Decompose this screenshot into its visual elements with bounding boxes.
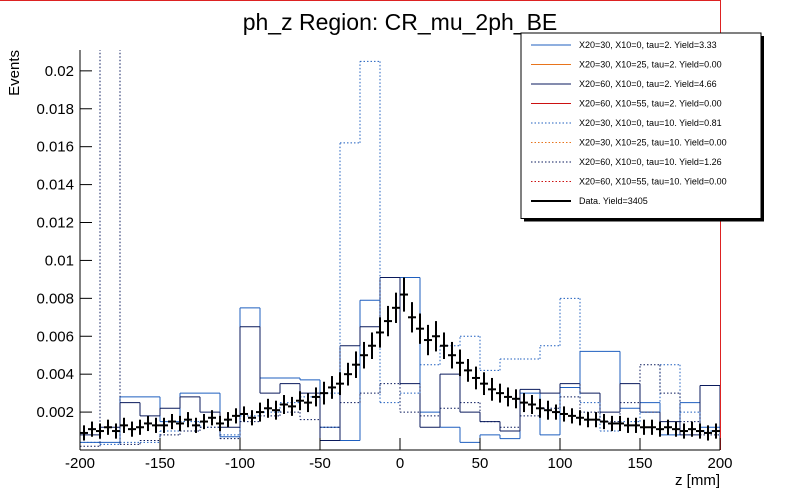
- legend-label: X20=60, X10=0, tau=10. Yield=1.26: [579, 157, 722, 167]
- legend-box: [520, 32, 762, 219]
- y-tick-label: 0.018: [36, 101, 74, 118]
- y-tick-label: 0.02: [45, 63, 74, 80]
- y-tick-label: 0.006: [36, 328, 74, 345]
- x-axis-label: z [mm]: [675, 472, 720, 489]
- x-tick-label: 150: [627, 455, 652, 472]
- y-tick-label: 0.014: [36, 177, 74, 194]
- axes: 0.002 0.004 0.006 0.008 0.01 0.012 0.014 0.016 0…: [36, 50, 733, 472]
- y-tick-label: 0.008: [36, 290, 74, 307]
- x-tick-label: 50: [472, 455, 489, 472]
- x-tick-label: 200: [707, 455, 732, 472]
- y-tick-label: 0.004: [36, 366, 74, 383]
- chart-title: ph_z Region: CR_mu_2ph_BE: [243, 9, 558, 35]
- x-tick-label: -100: [225, 455, 255, 472]
- legend-label: X20=60, X10=0, tau=2. Yield=4.66: [579, 79, 717, 89]
- legend-label: X20=30, X10=25, tau=2. Yield=0.00: [579, 60, 722, 70]
- x-tick-label: -150: [145, 455, 175, 472]
- y-tick-label: 0.012: [36, 215, 74, 232]
- legend-label: Data. Yield=3405: [579, 196, 648, 206]
- plot-area: [80, 50, 720, 450]
- y-tick-label: 0.016: [36, 139, 74, 156]
- legend-label: X20=60, X10=55, tau=2. Yield=0.00: [579, 99, 722, 109]
- x-tick-label: 100: [547, 455, 572, 472]
- legend-label: X20=30, X10=0, tau=2. Yield=3.33: [579, 40, 717, 50]
- y-axis-label: Events: [6, 50, 23, 96]
- legend-label: X20=30, X10=25, tau=10. Yield=0.00: [579, 138, 727, 148]
- y-tick-label: 0.01: [45, 252, 74, 269]
- x-tick-label: -200: [65, 455, 95, 472]
- legend-label: X20=30, X10=0, tau=10. Yield=0.81: [579, 118, 722, 128]
- legend-label: X20=60, X10=55, tau=10. Yield=0.00: [579, 177, 727, 187]
- legend: X20=30, X10=0, tau=2. Yield=3.33 X20=30, …: [520, 32, 764, 222]
- y-tick-label: 0.002: [36, 404, 74, 421]
- x-tick-label: 0: [396, 455, 404, 472]
- x-tick-label: -50: [309, 455, 331, 472]
